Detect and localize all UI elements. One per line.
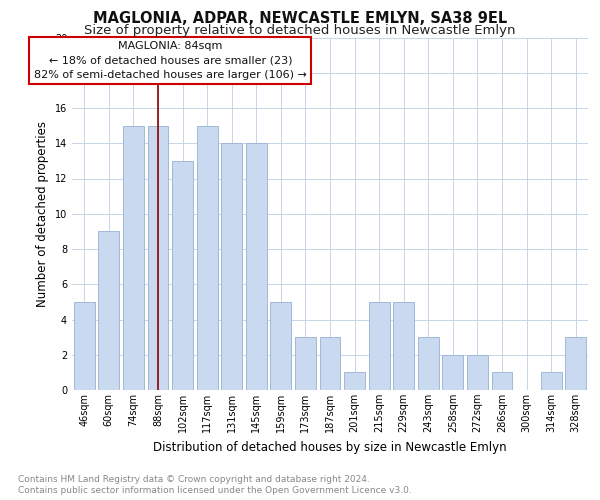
Bar [565, 337, 586, 390]
Bar [123, 126, 144, 390]
Bar [271, 302, 292, 390]
Bar [148, 126, 169, 390]
Bar [320, 337, 340, 390]
Bar [344, 372, 365, 390]
Bar [295, 337, 316, 390]
Bar [393, 302, 414, 390]
Bar [172, 161, 193, 390]
Bar [491, 372, 512, 390]
Bar [221, 143, 242, 390]
Bar [442, 355, 463, 390]
Text: Size of property relative to detached houses in Newcastle Emlyn: Size of property relative to detached ho… [84, 24, 516, 37]
Bar [74, 302, 95, 390]
Bar [467, 355, 488, 390]
Bar [98, 232, 119, 390]
Bar [197, 126, 218, 390]
Text: MAGLONIA, ADPAR, NEWCASTLE EMLYN, SA38 9EL: MAGLONIA, ADPAR, NEWCASTLE EMLYN, SA38 9… [93, 11, 507, 26]
Bar [246, 143, 267, 390]
Text: Contains HM Land Registry data © Crown copyright and database right 2024.: Contains HM Land Registry data © Crown c… [18, 475, 370, 484]
Y-axis label: Number of detached properties: Number of detached properties [36, 120, 49, 306]
Bar [418, 337, 439, 390]
Bar [541, 372, 562, 390]
Bar [368, 302, 389, 390]
Text: MAGLONIA: 84sqm
← 18% of detached houses are smaller (23)
82% of semi-detached h: MAGLONIA: 84sqm ← 18% of detached houses… [34, 41, 307, 80]
Text: Contains public sector information licensed under the Open Government Licence v3: Contains public sector information licen… [18, 486, 412, 495]
X-axis label: Distribution of detached houses by size in Newcastle Emlyn: Distribution of detached houses by size … [153, 440, 507, 454]
